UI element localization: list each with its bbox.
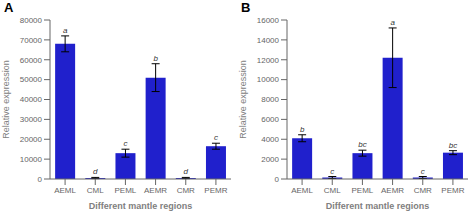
svg-text:CMR: CMR xyxy=(177,186,195,195)
svg-text:AEML: AEML xyxy=(54,186,76,195)
svg-text:c: c xyxy=(214,133,218,142)
svg-text:0: 0 xyxy=(275,175,280,184)
svg-text:c: c xyxy=(421,167,425,176)
svg-text:a: a xyxy=(63,26,68,35)
svg-text:10000: 10000 xyxy=(257,75,280,84)
svg-text:Relative expression: Relative expression xyxy=(238,60,248,139)
svg-text:60000: 60000 xyxy=(20,56,43,65)
svg-text:Different mantle regions: Different mantle regions xyxy=(89,201,193,211)
svg-text:AEMR: AEMR xyxy=(144,186,167,195)
svg-text:PEML: PEML xyxy=(115,186,137,195)
html-text:A: A xyxy=(4,0,14,15)
svg-text:16000: 16000 xyxy=(257,16,280,25)
svg-text:40000: 40000 xyxy=(20,95,43,104)
svg-text:Relative expression: Relative expression xyxy=(8,60,11,139)
svg-text:10000: 10000 xyxy=(20,155,43,164)
html-text:B: B xyxy=(241,0,251,15)
svg-text:8000: 8000 xyxy=(261,95,279,104)
svg-text:c: c xyxy=(330,167,334,176)
svg-text:4000: 4000 xyxy=(261,135,279,144)
svg-text:b: b xyxy=(153,54,158,63)
svg-text:6000: 6000 xyxy=(261,115,279,124)
svg-text:14000: 14000 xyxy=(257,36,280,45)
svg-text:bc: bc xyxy=(358,140,366,149)
svg-text:CML: CML xyxy=(87,186,104,195)
svg-text:PEMR: PEMR xyxy=(204,186,227,195)
svg-text:AEML: AEML xyxy=(291,186,313,195)
svg-text:2000: 2000 xyxy=(261,155,279,164)
svg-text:Different mantle regions: Different mantle regions xyxy=(326,201,430,211)
svg-text:CMR: CMR xyxy=(414,186,432,195)
svg-text:12000: 12000 xyxy=(257,56,280,65)
svg-text:PEML: PEML xyxy=(352,186,374,195)
svg-text:bc: bc xyxy=(449,141,457,150)
svg-text:AEMR: AEMR xyxy=(381,186,404,195)
svg-text:c: c xyxy=(123,139,127,148)
svg-text:0: 0 xyxy=(38,175,43,184)
svg-text:PEMR: PEMR xyxy=(441,186,464,195)
svg-text:a: a xyxy=(390,18,395,27)
svg-text:d: d xyxy=(184,167,189,176)
svg-text:d: d xyxy=(93,167,98,176)
svg-text:b: b xyxy=(300,125,305,134)
svg-text:30000: 30000 xyxy=(20,115,43,124)
svg-text:CML: CML xyxy=(324,186,341,195)
svg-text:80000: 80000 xyxy=(20,16,43,25)
svg-text:50000: 50000 xyxy=(20,75,43,84)
svg-text:20000: 20000 xyxy=(20,135,43,144)
svg-text:70000: 70000 xyxy=(20,36,43,45)
